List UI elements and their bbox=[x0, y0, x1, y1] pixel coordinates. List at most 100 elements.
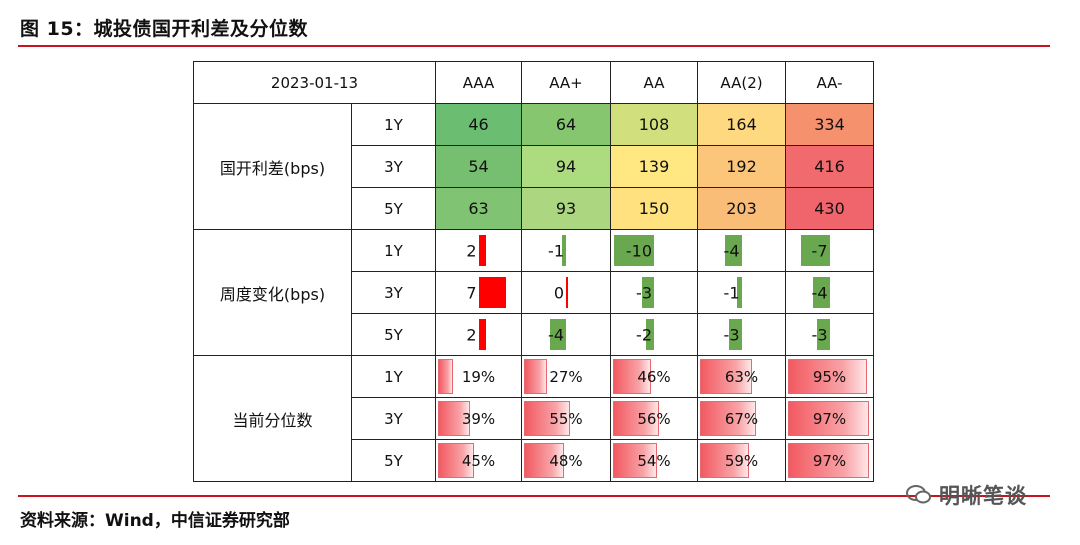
tenor-label: 5Y bbox=[351, 187, 436, 230]
percentile-bar-area: 97% bbox=[788, 443, 871, 478]
header-row: 2023-01-13 AAA AA+ AA AA(2) AA- bbox=[193, 61, 874, 104]
bar-area: 2 bbox=[439, 233, 518, 268]
change-value: -1 bbox=[548, 241, 564, 260]
change-cell: -4 bbox=[697, 229, 786, 272]
change-cell: -3 bbox=[697, 313, 786, 356]
percentile-value: 54% bbox=[637, 451, 671, 470]
change-value: -3 bbox=[723, 325, 740, 344]
percentile-cell: 97% bbox=[785, 439, 874, 482]
change-cell: -3 bbox=[785, 313, 874, 356]
spread-cell: 94 bbox=[521, 145, 611, 188]
decrease-bar bbox=[729, 319, 742, 350]
percentile-cell: 97% bbox=[785, 397, 874, 440]
percentile-fill bbox=[438, 359, 454, 394]
percentile-bar-area: 46% bbox=[613, 359, 695, 394]
percentile-fill bbox=[438, 443, 475, 478]
tenor-label: 3Y bbox=[351, 271, 436, 314]
percentile-value: 19% bbox=[461, 367, 496, 386]
percentile-fill bbox=[524, 359, 547, 394]
change-value: 2 bbox=[466, 325, 477, 344]
spread-cell: 46 bbox=[435, 103, 522, 146]
percentile-bar-area: 54% bbox=[613, 443, 695, 478]
spread-row: 5Y 63 93 150 203 430 bbox=[194, 187, 874, 230]
spread-cell: 139 bbox=[610, 145, 698, 188]
change-cell: 7 bbox=[435, 271, 522, 314]
percentile-bar-area: 95% bbox=[788, 359, 871, 394]
percentile-bar-area: 48% bbox=[524, 443, 608, 478]
spread-row: 国开利差(bps) 1Y 46 64 108 164 334 bbox=[193, 103, 874, 230]
decrease-bar bbox=[642, 277, 654, 308]
tenor-label: 5Y bbox=[351, 313, 436, 356]
percentile-cell: 48% bbox=[521, 439, 611, 482]
decrease-bar bbox=[646, 319, 654, 350]
column-header: AA+ bbox=[521, 61, 611, 104]
tenor-label: 1Y bbox=[351, 229, 436, 272]
percentile-fill bbox=[613, 401, 659, 436]
percentile-cell: 46% bbox=[610, 355, 698, 398]
percentile-cell: 95% bbox=[785, 355, 874, 398]
percentile-fill bbox=[788, 401, 869, 436]
percentile-cell: 19% bbox=[435, 355, 522, 398]
change-row: 周度变化(bps) 1Y 2 -1 -10 -4 -7 bbox=[193, 229, 874, 356]
bar-area: -3 bbox=[614, 275, 694, 310]
percentile-row: 当前分位数 1Y 19% 27% 46% 63% 95% bbox=[193, 355, 874, 482]
percentile-cell: 54% bbox=[610, 439, 698, 482]
percentile-cell: 39% bbox=[435, 397, 522, 440]
change-value: -3 bbox=[811, 325, 828, 344]
tenor-label: 3Y bbox=[351, 397, 436, 440]
spread-cell: 192 bbox=[697, 145, 786, 188]
decrease-bar bbox=[813, 277, 830, 308]
decrease-bar bbox=[725, 235, 742, 266]
group-label: 当前分位数 bbox=[193, 355, 352, 482]
change-value: 7 bbox=[466, 283, 477, 302]
change-cell: 2 bbox=[435, 313, 522, 356]
bar-area: -1 bbox=[701, 275, 782, 310]
percentile-value: 55% bbox=[549, 409, 583, 428]
top-rule bbox=[18, 45, 1050, 47]
change-value: 2 bbox=[466, 241, 477, 260]
change-value: -2 bbox=[636, 325, 652, 344]
bottom-rule bbox=[18, 495, 1050, 497]
percentile-fill bbox=[788, 443, 869, 478]
bar-area: -4 bbox=[701, 233, 782, 268]
change-value: -4 bbox=[811, 283, 828, 302]
percentile-cell: 55% bbox=[521, 397, 611, 440]
change-row: 3Y 7 0 -3 -1 -4 bbox=[194, 271, 874, 314]
increase-bar bbox=[478, 235, 487, 266]
tenor-label: 1Y bbox=[351, 355, 436, 398]
percentile-cell: 45% bbox=[435, 439, 522, 482]
decrease-bar bbox=[614, 235, 654, 266]
increase-bar bbox=[478, 277, 507, 308]
change-value: -4 bbox=[548, 325, 564, 344]
percentile-value: 59% bbox=[724, 451, 759, 470]
change-cell: -2 bbox=[610, 313, 698, 356]
decrease-bar bbox=[561, 235, 566, 266]
spread-cell: 64 bbox=[521, 103, 611, 146]
tenor-label: 3Y bbox=[351, 145, 436, 188]
spread-row: 3Y 54 94 139 192 416 bbox=[194, 145, 874, 188]
percentile-value: 97% bbox=[812, 409, 847, 428]
spread-cell: 54 bbox=[435, 145, 522, 188]
percentile-bar-area: 55% bbox=[524, 401, 608, 436]
spread-cell: 430 bbox=[785, 187, 874, 230]
change-cell: -1 bbox=[521, 229, 611, 272]
percentile-value: 97% bbox=[812, 451, 847, 470]
percentile-row: 5Y 45% 48% 54% 59% 97% bbox=[194, 439, 874, 482]
change-value: -1 bbox=[723, 283, 740, 302]
percentile-bar-area: 67% bbox=[700, 401, 783, 436]
percentile-cell: 67% bbox=[697, 397, 786, 440]
bar-area: -3 bbox=[789, 317, 870, 352]
percentile-bar-area: 39% bbox=[438, 401, 519, 436]
percentile-fill bbox=[524, 443, 565, 478]
spread-cell: 108 bbox=[610, 103, 698, 146]
percentile-fill bbox=[438, 401, 470, 436]
percentile-fill bbox=[700, 443, 749, 478]
tenor-label: 1Y bbox=[351, 103, 436, 146]
percentile-value: 39% bbox=[461, 409, 496, 428]
percentile-row: 3Y 39% 55% 56% 67% 97% bbox=[194, 397, 874, 440]
percentile-value: 67% bbox=[724, 409, 759, 428]
change-cell: -7 bbox=[785, 229, 874, 272]
spread-cell: 63 bbox=[435, 187, 522, 230]
bar-area: -7 bbox=[789, 233, 870, 268]
percentile-fill bbox=[613, 359, 651, 394]
